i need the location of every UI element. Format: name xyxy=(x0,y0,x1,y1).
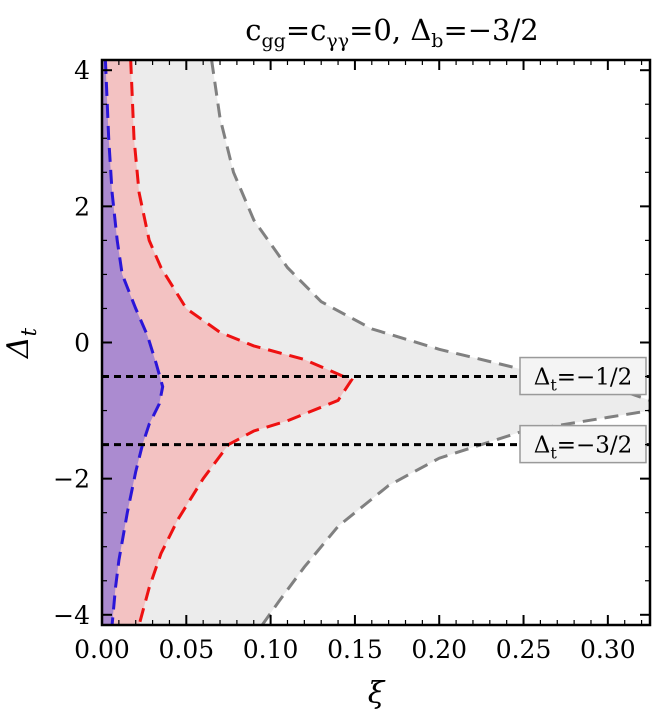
x-tick-label-4: 0.20 xyxy=(411,635,467,664)
x-tick-label-2: 0.10 xyxy=(243,635,299,664)
reference-lines-layer: Δt=−1/2 Δt=−3/2 xyxy=(102,356,650,464)
title-delta: Δ xyxy=(410,13,431,47)
x-tick-label-0: 0.00 xyxy=(74,635,130,664)
title-c2-sub: γγ xyxy=(326,30,349,52)
x-tick-label-6: 0.30 xyxy=(580,635,636,664)
regions-layer xyxy=(102,60,650,625)
title-c2: c xyxy=(310,13,326,47)
y-tick-label-1: 2 xyxy=(74,192,90,221)
x-tick-label-5: 0.25 xyxy=(496,635,552,664)
title-eq2: =0, xyxy=(349,13,410,47)
reference-label-box-0 xyxy=(519,356,647,396)
y-tick-label-2: 0 xyxy=(74,329,90,358)
title-c1-sub: gg xyxy=(262,30,286,52)
y-axis-label: Δt xyxy=(1,327,41,359)
chart-title: cgg=cγγ=0, Δb=−3/2 xyxy=(245,13,538,52)
y-tick-label-0: 4 xyxy=(74,56,90,85)
region-boundary-1 xyxy=(129,60,354,625)
reference-label-0: Δt=−1/2 xyxy=(534,365,633,395)
x-tick-label-3: 0.15 xyxy=(327,635,383,664)
y-axis-label-sub: t xyxy=(17,327,41,336)
title-value: =−3/2 xyxy=(443,13,538,47)
reference-label-1: Δt=−3/2 xyxy=(534,433,633,463)
region-fill-0 xyxy=(102,60,650,625)
region-fill-2 xyxy=(102,60,163,625)
region-boundary-0 xyxy=(210,60,650,625)
tick-layer: 0.00 0.05 0.10 0.15 0.20 0.25 0.30 4 2 0 −2 −4 xyxy=(53,56,650,664)
title-c1: c xyxy=(245,13,261,47)
title-delta-sub: b xyxy=(431,30,443,52)
y-tick-label-3: −2 xyxy=(53,465,90,494)
region-boundary-2 xyxy=(103,60,165,625)
region-fill-1 xyxy=(102,60,352,625)
y-tick-label-4: −4 xyxy=(53,601,90,630)
y-axis-label-main: Δ xyxy=(1,336,36,359)
title-eq1: = xyxy=(286,13,310,47)
x-tick-label-1: 0.05 xyxy=(158,635,214,664)
x-axis-label: ξ xyxy=(368,676,386,711)
